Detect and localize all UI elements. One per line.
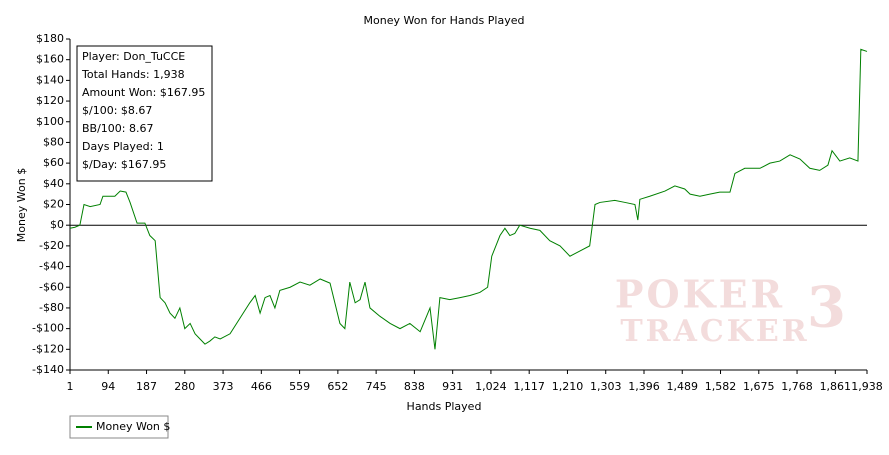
- x-tick-label: 1,024: [475, 380, 507, 393]
- x-tick-label: 1,396: [628, 380, 660, 393]
- x-tick-label: 1,768: [781, 380, 813, 393]
- x-tick-label: 280: [174, 380, 195, 393]
- x-tick-label: 1,303: [590, 380, 622, 393]
- y-tick-label: -$120: [32, 342, 64, 355]
- x-tick-label: 1,675: [743, 380, 775, 393]
- legend-box: [69, 415, 169, 439]
- info-text: Days Played: 1: [82, 140, 164, 153]
- x-tick-label: 187: [136, 380, 157, 393]
- x-tick-label: 559: [289, 380, 310, 393]
- x-tick-label: 466: [251, 380, 272, 393]
- y-tick-label: -$20: [39, 239, 64, 252]
- x-tick-label: 1,938: [851, 380, 883, 393]
- y-tick-label: $180: [36, 32, 64, 45]
- y-tick-label: -$140: [32, 363, 64, 376]
- y-tick-label: -$100: [32, 322, 64, 335]
- info-text: BB/100: 8.67: [82, 122, 154, 135]
- legend-label: Money Won $: [96, 420, 170, 433]
- x-tick-label: 1,582: [705, 380, 737, 393]
- x-tick-label: 1,117: [513, 380, 545, 393]
- y-tick-label: -$80: [39, 301, 64, 314]
- y-axis-label: Money Won $: [15, 168, 28, 242]
- y-tick-label: $60: [43, 156, 64, 169]
- watermark: POKER: [615, 272, 785, 317]
- y-tick-label: $140: [36, 73, 64, 86]
- y-tick-label: -$40: [39, 260, 64, 273]
- info-text: Amount Won: $167.95: [82, 86, 205, 99]
- x-axis-label: Hands Played: [407, 400, 482, 413]
- y-tick-label: $20: [43, 198, 64, 211]
- y-tick-label: $40: [43, 177, 64, 190]
- y-tick-label: $100: [36, 115, 64, 128]
- x-tick-label: 94: [101, 380, 115, 393]
- x-tick-label: 745: [366, 380, 387, 393]
- x-tick-label: 1,210: [552, 380, 584, 393]
- x-tick-label: 1,861: [820, 380, 852, 393]
- line-series: [69, 48, 868, 350]
- info-text: $/100: $8.67: [82, 104, 152, 117]
- watermark: TRACKER: [620, 314, 809, 349]
- y-tick-label: $120: [36, 94, 64, 107]
- chart-title: Money Won for Hands Played: [364, 14, 525, 27]
- watermark: 3: [807, 275, 849, 341]
- info-text: Player: Don_TuCCE: [82, 50, 185, 63]
- x-tick-label: 931: [442, 380, 463, 393]
- info-text: Total Hands: 1,938: [81, 68, 185, 81]
- x-tick-label: 838: [404, 380, 425, 393]
- y-tick-label: $80: [43, 135, 64, 148]
- x-tick-label: 1,489: [667, 380, 699, 393]
- y-tick-label: $0: [50, 218, 64, 231]
- x-tick-label: 652: [327, 380, 348, 393]
- x-tick-label: 373: [213, 380, 234, 393]
- info-text: $/Day: $167.95: [82, 158, 166, 171]
- info-box: [76, 45, 213, 182]
- y-tick-label: $160: [36, 53, 64, 66]
- x-tick-label: 1: [67, 380, 74, 393]
- y-tick-label: -$60: [39, 280, 64, 293]
